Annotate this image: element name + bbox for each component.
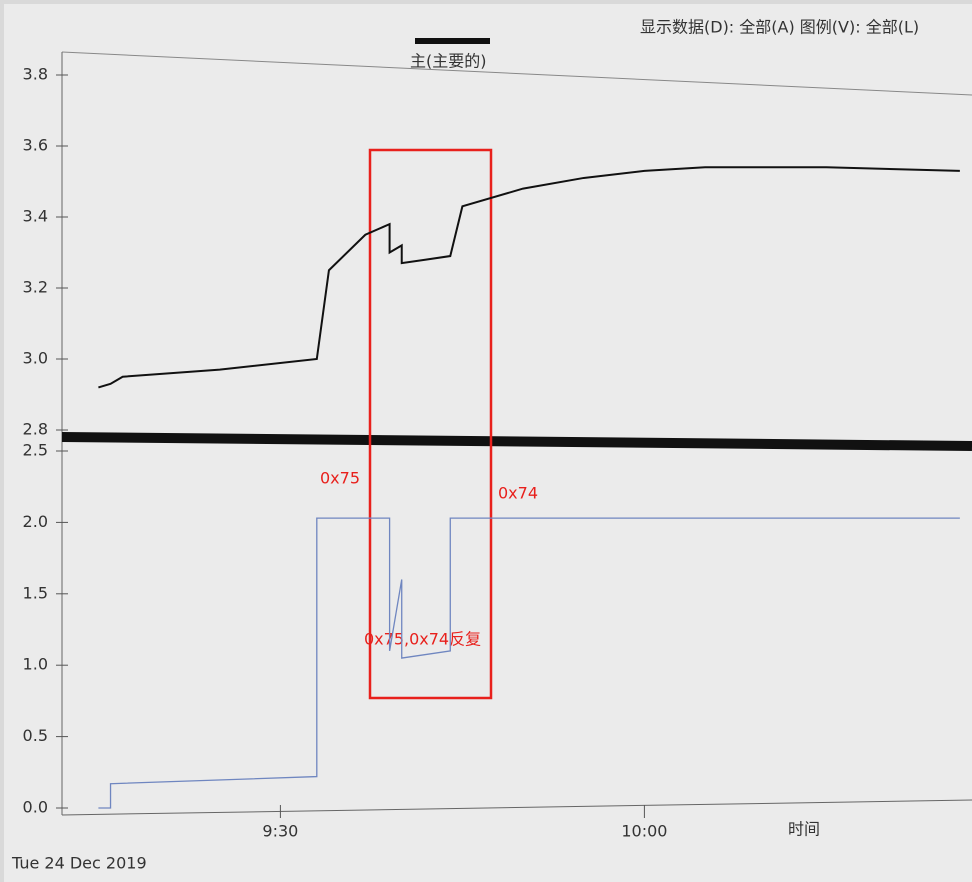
data-line bbox=[98, 166, 960, 389]
y-tick-label: 1.0 bbox=[23, 655, 48, 674]
pane-divider bbox=[61, 432, 972, 451]
date-label: Tue 24 Dec 2019 bbox=[11, 854, 147, 873]
annotation: 0x74 bbox=[498, 484, 538, 503]
menu-bar[interactable]: 显示数据(D): 全部(A) 图例(V): 全部(L) bbox=[640, 18, 919, 37]
y-tick-label: 2.5 bbox=[23, 441, 48, 460]
y-tick-label: 2.0 bbox=[23, 512, 48, 531]
y-tick-label: 3.8 bbox=[23, 65, 48, 84]
y-tick-label: 1.5 bbox=[23, 583, 48, 602]
x-axis bbox=[61, 799, 972, 816]
x-tick-label: 9:30 bbox=[262, 822, 298, 841]
y-tick-label: 3.0 bbox=[23, 349, 48, 368]
x-axis-label: 时间 bbox=[788, 820, 820, 839]
y-tick-label: 3.2 bbox=[23, 278, 48, 297]
legend-label[interactable]: 主(主要的) bbox=[410, 52, 487, 71]
y-tick-label: 3.6 bbox=[23, 136, 48, 155]
y-tick-label: 0.5 bbox=[23, 726, 48, 745]
plot-top-border bbox=[61, 51, 972, 96]
highlight-box bbox=[368, 148, 493, 700]
y-tick-label: 0.0 bbox=[23, 798, 48, 817]
y-tick-label: 2.8 bbox=[23, 420, 48, 439]
annotation: 0x75 bbox=[320, 469, 360, 488]
y-tick-label: 3.4 bbox=[23, 207, 48, 226]
x-tick-label: 10:00 bbox=[621, 822, 667, 841]
annotation: 0x75,0x74反复 bbox=[364, 630, 481, 649]
data-line bbox=[98, 517, 960, 809]
